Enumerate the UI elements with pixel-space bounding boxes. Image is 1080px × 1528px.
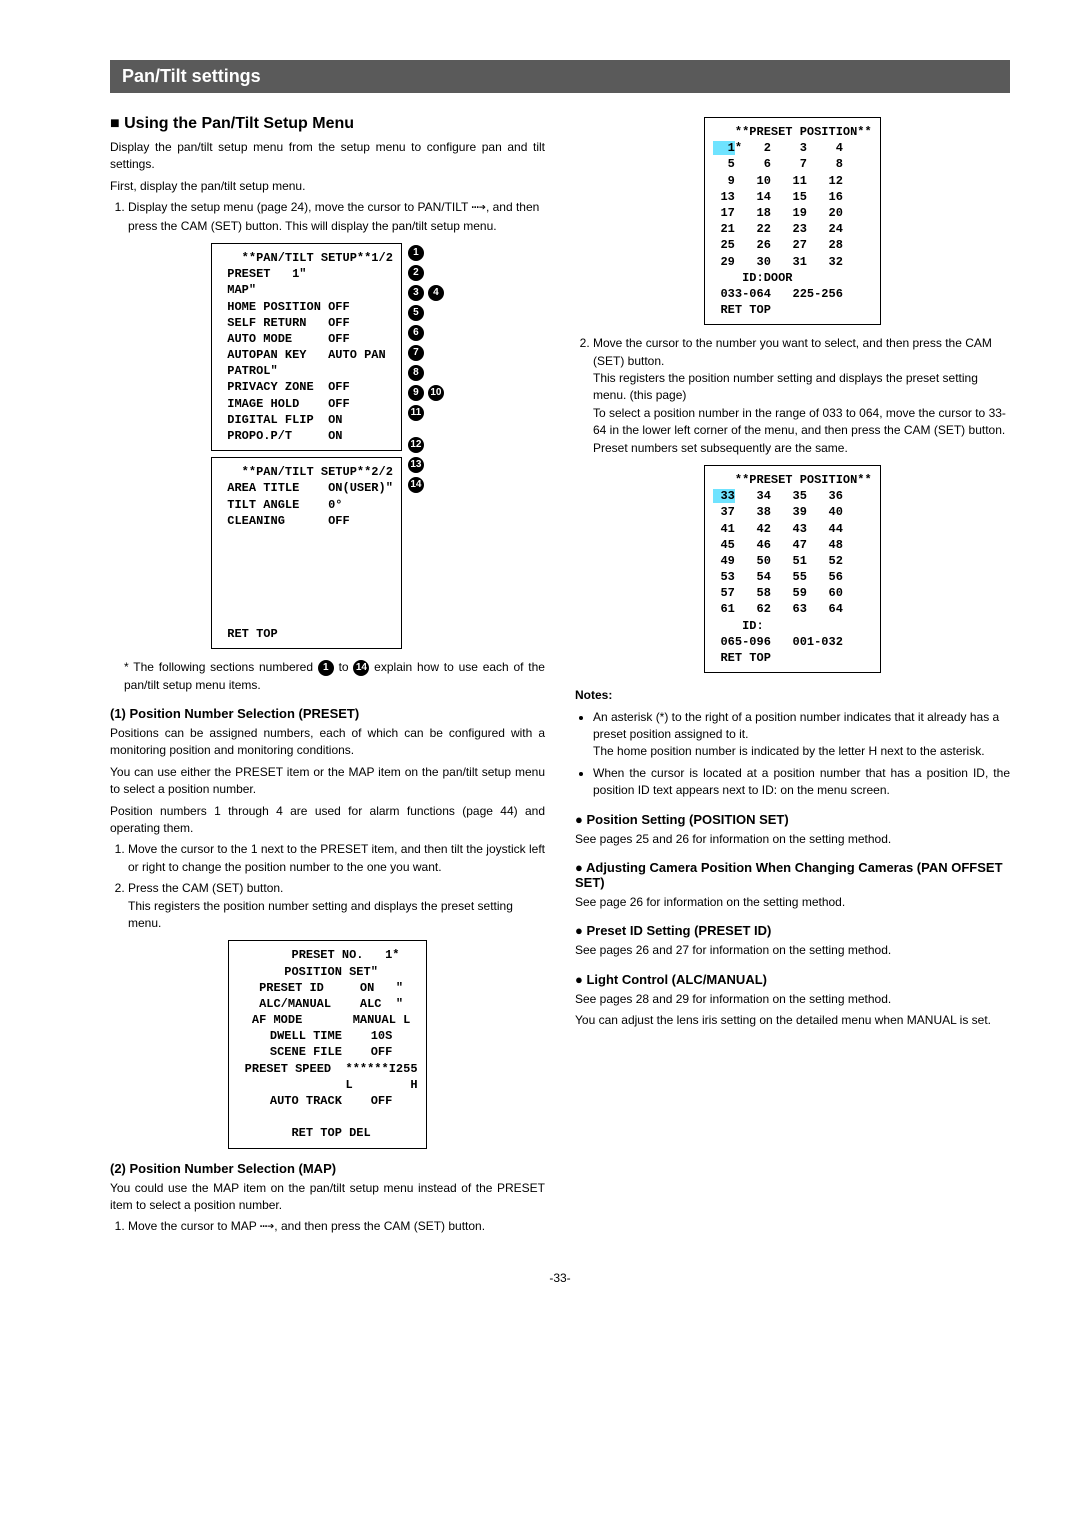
lc-p2: You can adjust the lens iris setting on … [575,1012,1010,1029]
grid1-body: 1* 2 3 4 5 6 7 8 9 10 11 12 13 14 15 16 … [713,141,843,317]
right-step2c: To select a position number in the range… [593,406,1006,455]
badge-4: 4 [428,285,444,301]
adj-p: See page 26 for information on the setti… [575,894,1010,911]
preset-no-menu: PRESET NO. 1* POSITION SET" PRESET ID ON… [228,940,426,1148]
intro-2: First, display the pan/tilt setup menu. [110,178,545,195]
badge-2: 2 [408,265,424,281]
badge-inline-14: 14 [353,660,369,676]
map-li1: Move the cursor to MAP ⋯➔, and then pres… [128,1218,545,1236]
header-bar: Pan/Tilt settings [110,60,1010,93]
map-li1b: , and then press the CAM (SET) button. [274,1219,485,1233]
preset-p2: You can use either the PRESET item or th… [110,764,545,799]
badge-11: 11 [408,405,424,421]
preset-p1: Positions can be assigned numbers, each … [110,725,545,760]
badge-inline-1: 1 [318,660,334,676]
right-step2b: This registers the position number setti… [593,371,978,402]
badge-12: 12 [408,437,424,453]
heading-preset-id: Preset ID Setting (PRESET ID) [575,923,1010,938]
badge-10: 10 [428,385,444,401]
badge-3: 3 [408,285,424,301]
right-step2a: Move the cursor to the number you want t… [593,336,992,367]
badge-14: 14 [408,477,424,493]
map-li1a: Move the cursor to MAP [128,1219,260,1233]
grid1-header: **PRESET POSITION** [713,125,871,139]
preset-li2b: This registers the position number setti… [128,899,513,930]
caption-star-a: * The following sections numbered [124,660,318,674]
note-2: When the cursor is located at a position… [593,765,1010,800]
page-number: -33- [110,1271,1010,1285]
heading-pan-offset: Adjusting Camera Position When Changing … [575,860,1010,890]
preset-p3: Position numbers 1 through 4 are used fo… [110,803,545,838]
preset-position-grid-2: **PRESET POSITION** 33 34 35 36 37 38 39… [704,465,880,673]
heading-light-control: Light Control (ALC/MANUAL) [575,972,1010,987]
heading-preset: (1) Position Number Selection (PRESET) [110,706,545,721]
preset-li2: Press the CAM (SET) button. This registe… [128,880,545,932]
preset-li2a: Press the CAM (SET) button. [128,881,283,895]
arrow-icon: ⋯➔ [472,201,486,215]
step-1: Display the setup menu (page 24), move t… [128,199,545,235]
caption-star: * The following sections numbered 1 to 1… [124,659,545,694]
note-1a: An asterisk (*) to the right of a positi… [593,710,999,741]
right-column: **PRESET POSITION** 1* 2 3 4 5 6 7 8 9 1… [575,109,1010,1241]
left-column: Using the Pan/Tilt Setup Menu Display th… [110,109,545,1241]
badge-7: 7 [408,345,424,361]
note-1b: The home position number is indicated by… [593,744,985,758]
heading-map: (2) Position Number Selection (MAP) [110,1161,545,1176]
badge-13: 13 [408,457,424,473]
note-1: An asterisk (*) to the right of a positi… [593,709,1010,761]
pan-tilt-menu-2: **PAN/TILT SETUP**2/2 AREA TITLE ON(USER… [211,457,402,649]
badge-5: 5 [408,305,424,321]
step-1a: Display the setup menu (page 24), move t… [128,200,472,214]
map-p1: You could use the MAP item on the pan/ti… [110,1180,545,1215]
caption-star-b: to [334,660,354,674]
badge-9: 9 [408,385,424,401]
heading-position-set: Position Setting (POSITION SET) [575,812,1010,827]
pid-p: See pages 26 and 27 for information on t… [575,942,1010,959]
badge-1: 1 [408,245,424,261]
lc-p1: See pages 28 and 29 for information on t… [575,991,1010,1008]
pan-tilt-menu-1: **PAN/TILT SETUP**1/2 PRESET 1" MAP" HOM… [211,243,402,451]
notes-label: Notes: [575,687,1010,704]
intro-1: Display the pan/tilt setup menu from the… [110,139,545,174]
preset-position-grid-1: **PRESET POSITION** 1* 2 3 4 5 6 7 8 9 1… [704,117,880,325]
pos-p: See pages 25 and 26 for information on t… [575,831,1010,848]
section-title: Using the Pan/Tilt Setup Menu [110,115,545,133]
right-step2: Move the cursor to the number you want t… [593,335,1010,457]
grid2-header: **PRESET POSITION** [713,473,871,487]
preset-li1: Move the cursor to the 1 next to the PRE… [128,841,545,876]
arrow-icon-2: ⋯➔ [260,1220,274,1234]
badge-col-2: 12 13 14 [408,435,444,493]
badge-6: 6 [408,325,424,341]
badge-8: 8 [408,365,424,381]
grid2-body: 33 34 35 36 37 38 39 40 41 42 43 44 45 4… [713,489,843,665]
badge-col-1: 1 2 34 5 6 7 8 910 11 [408,243,444,421]
